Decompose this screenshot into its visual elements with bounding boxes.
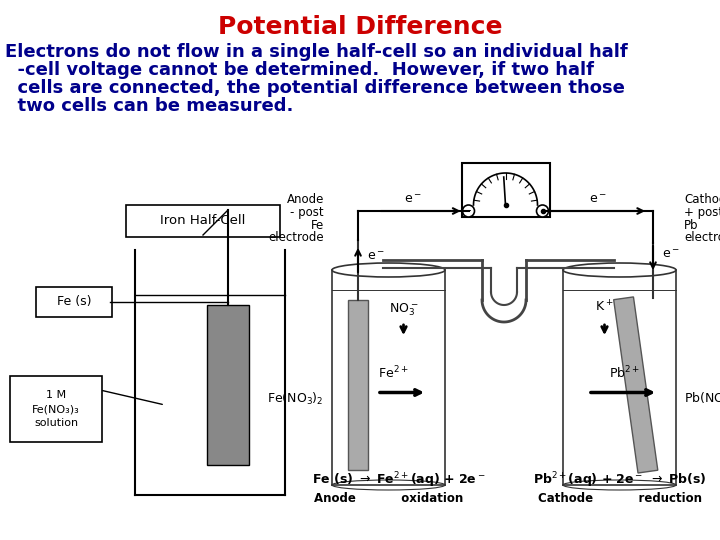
Bar: [207, 305, 249, 465]
Text: Pb$^{2+}$(aq) + 2e$^-$ $\rightarrow$ Pb(s): Pb$^{2+}$(aq) + 2e$^-$ $\rightarrow$ Pb(…: [533, 470, 706, 490]
Text: NO$_3^-$: NO$_3^-$: [389, 301, 418, 318]
Text: Fe(NO$_3$)$_2$: Fe(NO$_3$)$_2$: [267, 390, 324, 407]
Text: e$^-$: e$^-$: [405, 193, 422, 206]
Text: Potential Difference: Potential Difference: [217, 15, 503, 39]
Text: Fe (s): Fe (s): [57, 295, 91, 308]
Text: Pb: Pb: [684, 219, 698, 232]
Bar: [348, 300, 368, 470]
Text: electrode: electrode: [684, 231, 720, 244]
Text: Anode: Anode: [287, 193, 324, 206]
FancyBboxPatch shape: [126, 205, 280, 237]
Text: + post: + post: [684, 206, 720, 219]
Text: Fe: Fe: [311, 219, 324, 232]
Text: Fe$^{2+}$: Fe$^{2+}$: [378, 365, 409, 381]
Text: e$^-$: e$^-$: [589, 193, 607, 206]
Text: electrode: electrode: [269, 231, 324, 244]
Circle shape: [536, 205, 549, 217]
Text: Fe (s) $\rightarrow$ Fe$^{2+}$(aq) + 2e$^-$: Fe (s) $\rightarrow$ Fe$^{2+}$(aq) + 2e$…: [312, 470, 485, 490]
Text: cells are connected, the potential difference between those: cells are connected, the potential diffe…: [5, 79, 625, 97]
Text: e$^-$: e$^-$: [662, 248, 680, 261]
FancyBboxPatch shape: [10, 376, 102, 442]
Bar: [462, 163, 549, 217]
Text: Anode           oxidation: Anode oxidation: [314, 492, 463, 505]
Text: -: -: [467, 205, 471, 218]
FancyBboxPatch shape: [36, 287, 112, 317]
Text: Pb(NO$_3$)$_2$: Pb(NO$_3$)$_2$: [684, 390, 720, 407]
Text: Electrons do not flow in a single half-cell so an individual half: Electrons do not flow in a single half-c…: [5, 43, 628, 61]
Text: Iron Half-Cell: Iron Half-Cell: [161, 214, 246, 227]
Text: - post: - post: [290, 206, 324, 219]
Text: e$^-$: e$^-$: [367, 250, 385, 263]
Circle shape: [462, 205, 474, 217]
Text: 1 M
Fe(NO₃)₃
solution: 1 M Fe(NO₃)₃ solution: [32, 390, 80, 428]
Text: -cell voltage cannot be determined.  However, if two half: -cell voltage cannot be determined. Howe…: [5, 61, 594, 79]
Text: two cells can be measured.: two cells can be measured.: [5, 97, 293, 115]
Text: K$^+$: K$^+$: [595, 300, 613, 315]
Text: Cathode           reduction: Cathode reduction: [538, 492, 701, 505]
Bar: [613, 297, 658, 473]
Text: Cathode: Cathode: [684, 193, 720, 206]
Text: Pb$^{2+}$: Pb$^{2+}$: [609, 365, 640, 381]
